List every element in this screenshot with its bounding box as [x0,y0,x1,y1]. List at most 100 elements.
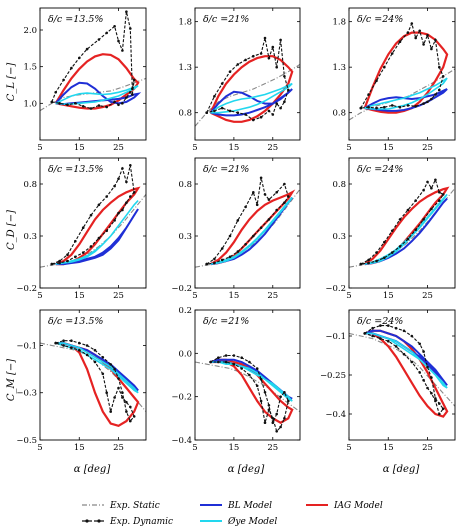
exp-dynamic-point [434,397,437,400]
exp-dynamic-point [74,239,77,243]
panel-cl-24: 5 15 25 0.8 1.3 1.8 δ/c =24% [332,7,456,153]
y-tick-label: −0.2 [325,284,346,294]
exp-dynamic-point [62,344,65,347]
exp-dynamic-point [232,354,236,357]
exp-dynamic-point [414,228,418,232]
x-tick-label: 5 [192,143,197,153]
y-tick-label: −0.1 [16,341,37,351]
y-tick-label: 0.8 [332,180,346,190]
exp-dynamic-point [279,38,282,42]
legend-exp-static-label: Exp. Static [109,501,160,511]
exp-dynamic-point [426,386,429,390]
series-exp-dynamic [206,37,289,121]
exp-dynamic-point [410,360,414,364]
exp-dynamic-point [394,326,398,330]
y-tick-label: −0.3 [16,389,37,399]
exp-dynamic-point [367,105,370,109]
exp-dynamic-point [105,31,108,35]
exp-dynamic-point [129,419,132,423]
panel-frame [194,7,301,141]
exp-dynamic-point [117,211,120,215]
exp-dynamic-point [244,243,247,246]
exp-dynamic-point [78,341,81,345]
series-exp-static [40,194,146,268]
exp-dynamic-point [105,229,108,233]
x-tick-label: 15 [383,291,394,301]
exp-dynamic-point [125,400,128,404]
y-tick-label: 0.3 [332,232,346,242]
series-oye-model [55,200,139,265]
exp-dynamic-point [132,415,136,418]
series-group [195,176,300,268]
x-tick-label: 15 [74,443,85,453]
panel-annotation: δ/c =21% [203,316,249,327]
y-tick-label: −0.5 [16,436,37,446]
exp-dynamic-point [383,240,386,244]
y-tick-label: 0.8 [23,180,37,190]
exp-dynamic-point [363,332,367,335]
series-exp-dynamic [210,354,289,433]
exp-dynamic-point [267,56,271,60]
exp-dynamic-point [205,111,208,114]
exp-dynamic-point [438,88,441,92]
x-tick-label: 15 [228,291,239,301]
x-tick-label: 15 [383,143,394,153]
exp-dynamic-point [275,65,279,69]
exp-dynamic-point [371,334,374,338]
y-tick-label: 0.8 [178,109,192,119]
exp-dynamic-point [371,326,374,330]
exp-dynamic-point [125,96,128,99]
series-oye-model [55,342,139,394]
x-tick-label: 25 [267,443,278,453]
exp-dynamic-point [255,203,259,207]
exp-dynamic-point [438,65,441,69]
exp-dynamic-point [132,78,136,82]
y-tick-label: 1.3 [178,63,192,73]
exp-dynamic-point [441,407,445,411]
exp-dynamic-point [236,250,240,253]
exp-dynamic-point [232,362,236,366]
exp-dynamic-point [434,93,437,96]
exp-dynamic-point [224,360,228,364]
exp-dynamic-point [406,104,410,107]
panel-annotation: δ/c =13.5% [48,316,103,327]
exp-dynamic-point [224,354,228,357]
exp-dynamic-point [89,245,93,248]
x-tick-label: 25 [267,143,278,153]
exp-dynamic-point [406,208,410,212]
exp-dynamic-point [271,421,275,425]
exp-dynamic-point [252,118,255,122]
legend-bl-label: BL Model [227,501,272,511]
exp-dynamic-point [252,234,255,238]
exp-dynamic-point [252,191,255,194]
exp-dynamic-point [283,417,286,420]
exp-dynamic-point [85,47,89,51]
exp-dynamic-point [259,176,263,180]
legend-exp-static: Exp. Static [82,501,160,511]
exp-dynamic-point [418,29,422,33]
exp-dynamic-point [263,193,267,196]
exp-dynamic-point [131,93,134,96]
exp-dynamic-point [259,226,263,229]
exp-dynamic-point [422,350,425,353]
series-bl-model [364,88,448,112]
exp-dynamic-point [430,47,433,51]
exp-dynamic-point [267,109,271,113]
exp-dynamic-point [117,386,120,390]
exp-dynamic-point [414,199,418,202]
exp-dynamic-point [414,36,418,40]
exp-dynamic-point [402,352,406,356]
y-tick-label: 0.8 [178,180,192,190]
exp-dynamic-point [125,410,128,413]
exp-dynamic-point [248,373,251,377]
legend-bl-model: BL Model [200,501,272,511]
panel-cd-13-5: 5 15 25 −0.2 0.3 0.8 δ/c =13.5% [16,157,147,301]
exp-dynamic-point [62,78,65,82]
panel-cm-21: 5 15 25 −0.4 −0.2 0.0 0.2 δ/c =21% [171,306,301,453]
exp-dynamic-point [101,372,105,376]
exp-dynamic-point [248,360,251,364]
exp-dynamic-point [383,256,386,260]
exp-dynamic-point [228,109,232,113]
exp-dynamic-point [426,180,429,184]
x-tick-label: 25 [113,291,124,301]
